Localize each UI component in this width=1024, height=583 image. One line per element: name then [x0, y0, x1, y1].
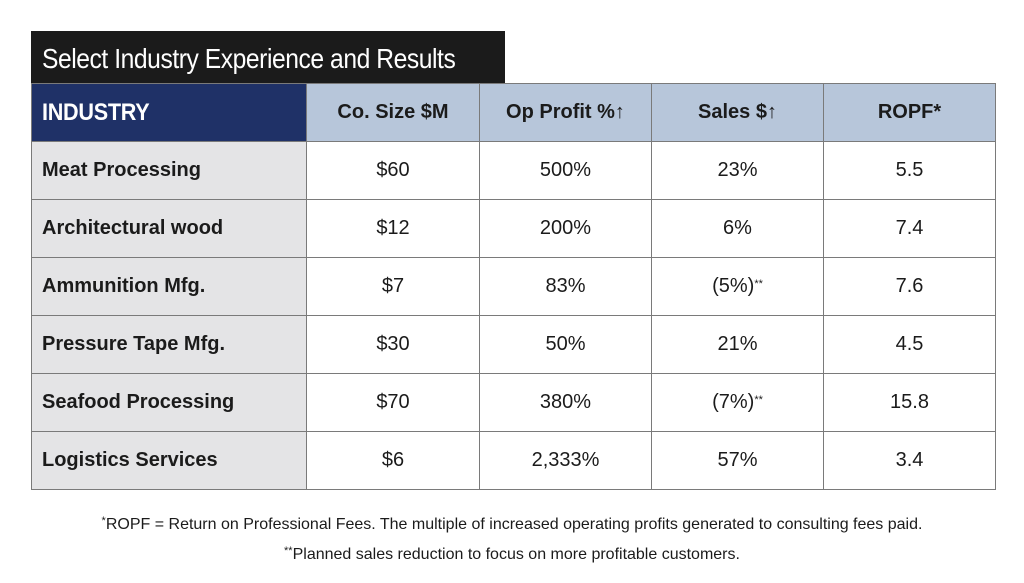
industry-cell: Seafood Processing — [31, 373, 307, 432]
ropf-cell: 5.5 — [823, 141, 996, 200]
sales-cell: (7%)** — [651, 373, 824, 432]
op-profit-cell: 83% — [479, 257, 652, 316]
industry-cell: Architectural wood — [31, 199, 307, 258]
op-profit-cell: 380% — [479, 373, 652, 432]
table-title: Select Industry Experience and Results — [31, 31, 505, 83]
ropf-cell: 15.8 — [823, 373, 996, 432]
footnotes: *ROPF = Return on Professional Fees. The… — [0, 508, 1024, 568]
ropf-cell: 7.4 — [823, 199, 996, 258]
sales-cell: 21% — [651, 315, 824, 374]
footnote-ropf: *ROPF = Return on Professional Fees. The… — [0, 508, 1024, 538]
header-company-size: Co. Size $M — [306, 83, 480, 142]
table-row: Logistics Services $6 2,333% 57% 3.4 — [31, 431, 996, 490]
footnote-mark: ** — [284, 545, 293, 557]
table-row: Ammunition Mfg. $7 83% (5%)** 7.6 — [31, 257, 996, 316]
footnote-sales-reduction: **Planned sales reduction to focus on mo… — [0, 538, 1024, 568]
footnote-text: ROPF = Return on Professional Fees. The … — [105, 516, 923, 533]
table-row: Seafood Processing $70 380% (7%)** 15.8 — [31, 373, 996, 432]
table-row: Pressure Tape Mfg. $30 50% 21% 4.5 — [31, 315, 996, 374]
ropf-cell: 3.4 — [823, 431, 996, 490]
op-profit-cell: 500% — [479, 141, 652, 200]
sales-cell: 6% — [651, 199, 824, 258]
op-profit-cell: 2,333% — [479, 431, 652, 490]
sales-cell: (5%)** — [651, 257, 824, 316]
table-title-text: Select Industry Experience and Results — [42, 43, 456, 74]
sales-cell: 23% — [651, 141, 824, 200]
header-row: INDUSTRY Co. Size $M Op Profit %↑ Sales … — [31, 83, 996, 142]
footnote-mark: * — [101, 515, 106, 527]
industry-cell: Meat Processing — [31, 141, 307, 200]
industry-cell: Logistics Services — [31, 431, 307, 490]
sales-cell: 57% — [651, 431, 824, 490]
op-profit-cell: 200% — [479, 199, 652, 258]
ropf-cell: 4.5 — [823, 315, 996, 374]
company-size-cell: $6 — [306, 431, 480, 490]
footnote-mark: ** — [754, 394, 763, 406]
footnote-mark: ** — [754, 278, 763, 290]
header-op-profit: Op Profit %↑ — [479, 83, 652, 142]
header-ropf: ROPF* — [823, 83, 996, 142]
company-size-cell: $60 — [306, 141, 480, 200]
results-table: INDUSTRY Co. Size $M Op Profit %↑ Sales … — [31, 83, 996, 490]
industry-cell: Ammunition Mfg. — [31, 257, 307, 316]
header-sales: Sales $↑ — [651, 83, 824, 142]
industry-cell: Pressure Tape Mfg. — [31, 315, 307, 374]
company-size-cell: $70 — [306, 373, 480, 432]
table-row: Meat Processing $60 500% 23% 5.5 — [31, 141, 996, 200]
op-profit-cell: 50% — [479, 315, 652, 374]
ropf-cell: 7.6 — [823, 257, 996, 316]
company-size-cell: $7 — [306, 257, 480, 316]
table-row: Architectural wood $12 200% 6% 7.4 — [31, 199, 996, 258]
company-size-cell: $12 — [306, 199, 480, 258]
header-industry: INDUSTRY — [31, 83, 307, 142]
footnote-text: Planned sales reduction to focus on more… — [292, 546, 740, 563]
company-size-cell: $30 — [306, 315, 480, 374]
